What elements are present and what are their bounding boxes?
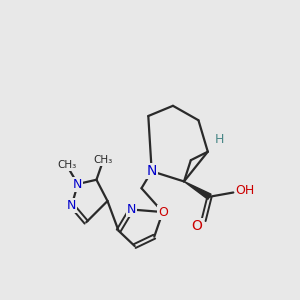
Polygon shape	[184, 182, 211, 199]
Text: O: O	[191, 220, 202, 233]
Text: N: N	[146, 164, 157, 178]
Text: N: N	[127, 203, 136, 216]
Text: OH: OH	[236, 184, 255, 197]
Text: N: N	[73, 178, 83, 190]
Text: N: N	[67, 199, 76, 212]
Text: CH₃: CH₃	[94, 155, 113, 165]
Text: CH₃: CH₃	[57, 160, 76, 170]
Text: H: H	[215, 133, 224, 146]
Text: O: O	[158, 206, 168, 218]
